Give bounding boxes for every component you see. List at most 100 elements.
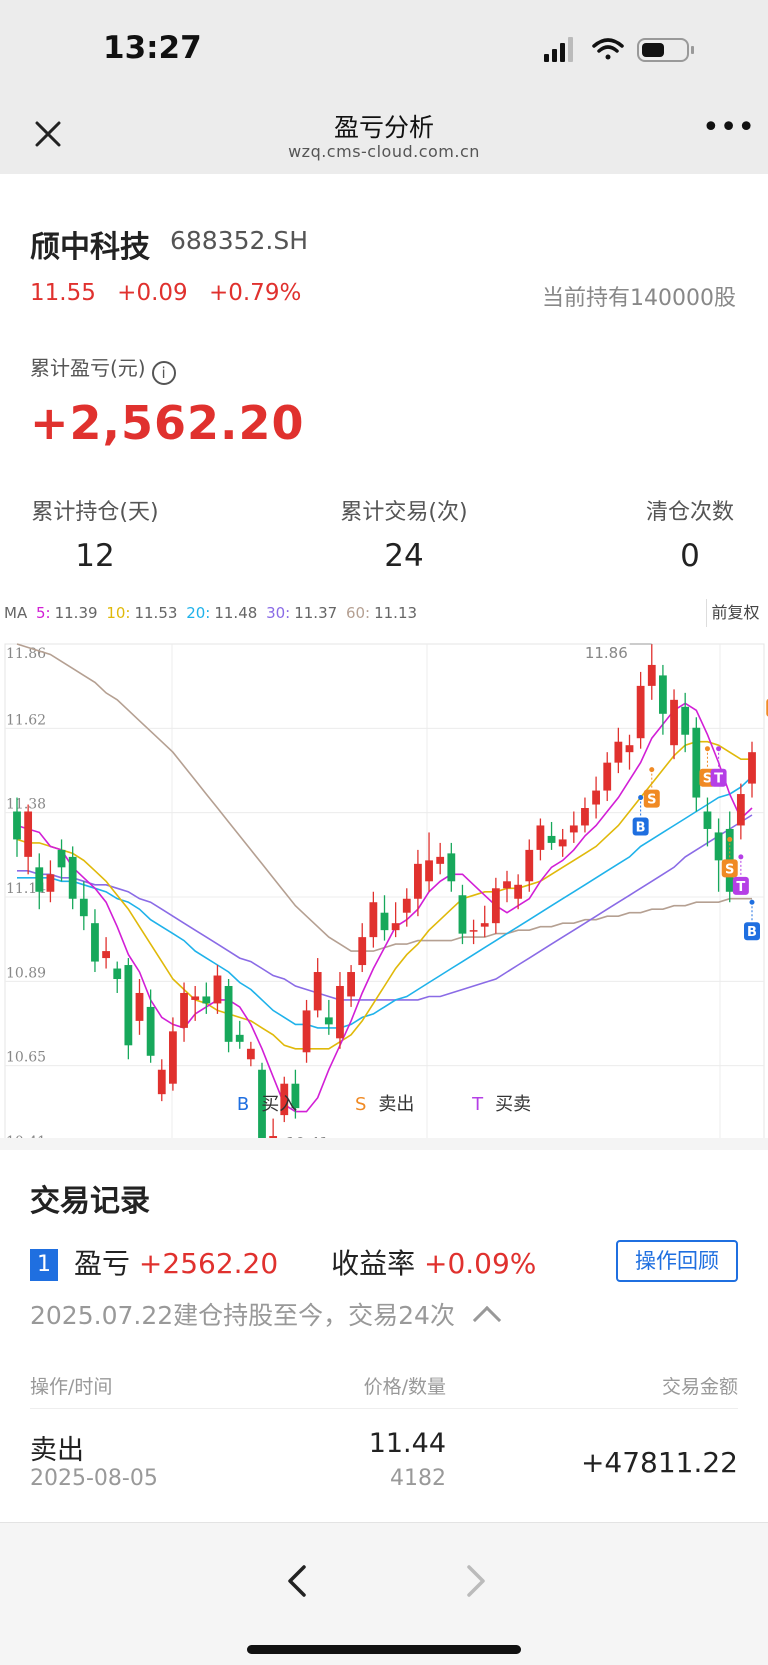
info-icon[interactable]: i xyxy=(151,361,176,385)
ma60-key: 60: xyxy=(345,604,371,622)
section-divider xyxy=(0,1138,768,1150)
row-quantity: 4182 xyxy=(390,1466,446,1491)
candle-body xyxy=(68,856,77,899)
trade-marker-label: S xyxy=(647,793,656,808)
records-description: 2025.07.22建仓持股至今，交易24次 xyxy=(30,1296,502,1335)
candle-body xyxy=(380,912,389,931)
trade-marker-s xyxy=(643,789,660,808)
pl-value: +2,562.20 xyxy=(30,396,305,450)
trade-marker-label: T xyxy=(736,880,745,895)
header-amount: 交易金额 xyxy=(661,1376,738,1398)
candle-body xyxy=(625,745,634,753)
close-icon[interactable] xyxy=(30,116,66,152)
back-arrow-icon[interactable] xyxy=(278,1561,318,1601)
forward-arrow-icon[interactable] xyxy=(455,1561,495,1601)
marker-dot xyxy=(649,767,655,773)
pl-value: +2562.20 xyxy=(138,1247,279,1280)
candle-body xyxy=(525,849,534,882)
ma-line-ma20 xyxy=(17,776,753,1029)
page-title: 盈亏分析 xyxy=(333,113,434,142)
stock-price: 11.55 xyxy=(30,280,96,306)
y-tick-label: 11.38 xyxy=(6,797,46,813)
candle-body xyxy=(369,902,378,938)
candle-body xyxy=(246,1048,255,1060)
ma30-value: 11.37 xyxy=(294,604,338,622)
candle-body xyxy=(480,923,489,927)
page-url: wzq.cms-cloud.com.cn xyxy=(288,142,480,161)
nav-bar: 盈亏分析 wzq.cms-cloud.com.cn ••• xyxy=(0,96,768,174)
candle-body xyxy=(425,860,433,882)
legend-key: T xyxy=(472,1094,484,1115)
candle-body xyxy=(24,811,33,857)
review-button[interactable]: 操作回顾 xyxy=(616,1240,738,1282)
legend-key: B xyxy=(236,1094,250,1115)
candle-body xyxy=(592,790,600,805)
cellular-signal-icon xyxy=(544,37,573,62)
stock-name: 颀中科技 xyxy=(30,230,150,265)
candle-body xyxy=(692,727,701,798)
legend-sell: S 卖出 xyxy=(355,1090,414,1116)
ma-line-ma30 xyxy=(17,814,753,1001)
candle-body xyxy=(358,937,367,966)
chevron-up-icon[interactable] xyxy=(472,1305,502,1335)
trade-marker-label: B xyxy=(747,925,757,940)
legend-label: 买卖 xyxy=(495,1094,532,1115)
ma-prefix: MA xyxy=(4,604,28,622)
summary-card: 颀中科技 688352.SH 11.55 +0.09 +0.79% 当前持有14… xyxy=(0,174,768,1178)
y-tick-label: 11.62 xyxy=(6,712,46,728)
y-tick-label: 10.89 xyxy=(6,965,46,981)
pl-label-text: 累计盈亏(元) xyxy=(30,356,146,380)
candle-body xyxy=(224,985,233,1042)
candle-body xyxy=(714,832,723,861)
pl-label: 累计盈亏(元) i xyxy=(30,352,176,385)
candle-body xyxy=(113,968,122,980)
candle-body xyxy=(291,1083,300,1109)
row-price: 11.44 xyxy=(368,1428,446,1459)
more-icon[interactable]: ••• xyxy=(702,110,756,145)
ma30-key: 30: xyxy=(266,604,291,622)
price-adjust-button[interactable]: 前复权 xyxy=(706,599,764,627)
marker-dot xyxy=(704,746,710,752)
ma5-key: 5: xyxy=(35,604,51,622)
trade-records: 交易记录 1 盈亏 +2562.20 收益率 +0.09% 操作回顾 2025.0… xyxy=(0,1150,768,1522)
marker-dot xyxy=(716,746,722,752)
trade-marker-label: B xyxy=(636,821,646,836)
ma10-key: 10: xyxy=(106,604,131,622)
candle-body xyxy=(46,874,55,892)
stat-value: 24 xyxy=(384,538,424,574)
marker-dot xyxy=(638,795,644,801)
rate-label: 收益率 xyxy=(331,1247,416,1280)
candle-body xyxy=(180,992,188,1028)
ma-legend: MA 5: 11.39 10: 11.53 20: 11.48 30: 11.37 60… xyxy=(4,604,421,622)
candle-body xyxy=(636,685,645,739)
candle-body xyxy=(235,1034,244,1042)
candle-body xyxy=(336,985,344,1039)
candle-body xyxy=(681,706,690,735)
header-operation: 操作/时间 xyxy=(30,1376,113,1398)
records-description-text: 2025.07.22建仓持股至今，交易24次 xyxy=(30,1301,455,1330)
stat-label: 累计交易(次) xyxy=(340,500,468,525)
rate-value: +0.09% xyxy=(424,1247,537,1280)
records-title: 交易记录 xyxy=(30,1184,150,1219)
battery-icon xyxy=(637,38,694,62)
candle-body xyxy=(402,898,411,913)
status-icons xyxy=(544,37,694,62)
trade-marker-label: S xyxy=(725,862,734,877)
legend-label: 买入 xyxy=(261,1094,298,1115)
candle-body xyxy=(35,867,44,892)
trade-marker-t xyxy=(732,876,749,895)
stat-label: 清仓次数 xyxy=(645,500,734,525)
candle-body xyxy=(748,752,756,784)
divider xyxy=(30,1408,738,1409)
candle-body xyxy=(391,923,400,931)
candle-body xyxy=(79,898,88,917)
candle-body xyxy=(258,1069,266,1140)
stat-trade-count: 累计交易(次) 24 xyxy=(334,494,474,574)
row-operation: 卖出 xyxy=(30,1435,84,1466)
candle-body xyxy=(736,794,745,826)
candle-body xyxy=(191,996,200,1000)
candle-body xyxy=(302,1010,311,1053)
candle-body xyxy=(124,965,133,1046)
candle-body xyxy=(503,881,511,889)
candle-body xyxy=(670,699,678,746)
